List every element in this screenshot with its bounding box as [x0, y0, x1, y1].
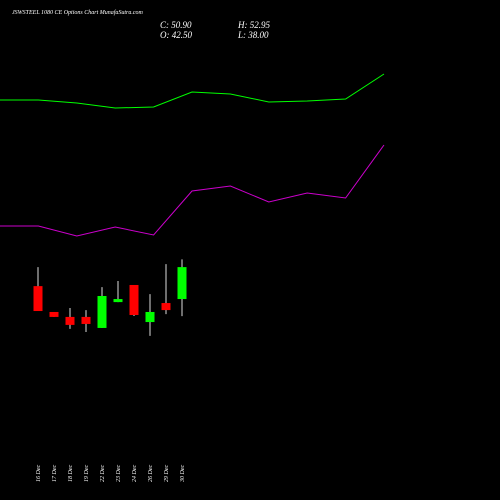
x-tick-label: 19 Dec — [84, 465, 90, 482]
x-tick-label: 22 Dec — [100, 465, 106, 482]
candle-body — [145, 311, 155, 323]
x-tick-label: 30 Dec — [180, 465, 186, 483]
candle-body — [177, 267, 187, 300]
x-tick-label: 29 Dec — [164, 465, 170, 482]
x-tick-label: 24 Dec — [131, 465, 138, 482]
close-label: C: 50.90 — [160, 20, 192, 30]
low-label: L: 38.00 — [237, 30, 269, 40]
candle-body — [113, 299, 123, 303]
candle-body — [65, 316, 75, 325]
x-tick-label: 26 Dec — [148, 465, 154, 482]
candle-body — [33, 286, 43, 312]
candle-body — [97, 296, 107, 328]
candle-body — [81, 316, 91, 324]
candle-body — [49, 311, 59, 317]
candle-body — [161, 303, 171, 311]
indicator-line — [0, 73, 385, 109]
open-label: O: 42.50 — [160, 30, 192, 40]
high-label: H: 52.95 — [237, 20, 270, 30]
chart-title: JSWSTEEL 1080 CE Options Chart MunafaSut… — [12, 9, 144, 16]
x-tick-label: 17 Dec — [52, 465, 58, 482]
x-tick-label: 23 Dec — [116, 465, 122, 482]
x-tick-label: 16 Dec — [36, 465, 42, 482]
candle-body — [129, 284, 139, 316]
x-tick-label: 18 Dec — [68, 465, 74, 482]
indicator-line — [0, 144, 385, 237]
